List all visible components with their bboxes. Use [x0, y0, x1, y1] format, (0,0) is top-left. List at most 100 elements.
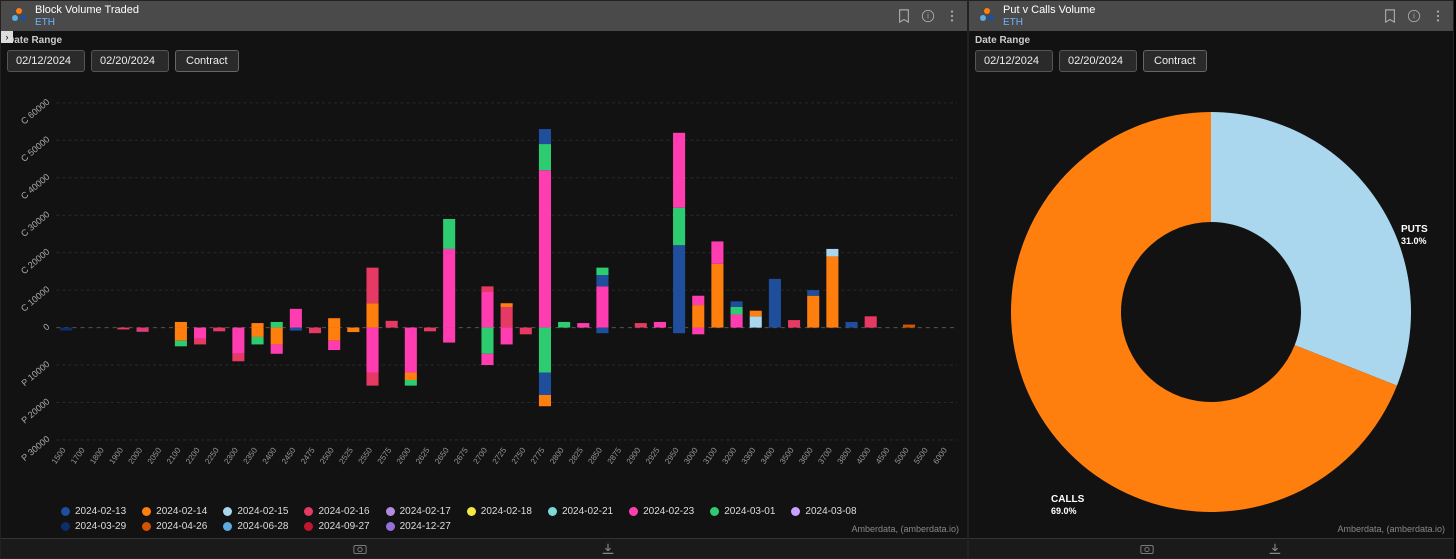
download-icon[interactable] [601, 542, 615, 556]
svg-text:2400: 2400 [261, 446, 279, 466]
legend-item[interactable]: 2024-02-13 [61, 506, 126, 517]
svg-text:2700: 2700 [471, 446, 489, 466]
contract-button[interactable]: Contract [175, 50, 239, 72]
date-from-input[interactable] [7, 50, 85, 72]
legend-item[interactable]: 2024-02-17 [386, 506, 451, 517]
block-volume-panel: Block Volume Traded ETH i Date Range Con… [0, 0, 968, 559]
svg-text:3600: 3600 [797, 446, 815, 466]
svg-text:i: i [927, 12, 929, 21]
svg-text:2675: 2675 [452, 446, 470, 466]
svg-text:2500: 2500 [318, 446, 336, 466]
panel-header: Put v Calls Volume ETH i [969, 1, 1453, 31]
controls-row: Date Range [1, 31, 967, 50]
camera-icon[interactable] [353, 542, 367, 556]
svg-text:2100: 2100 [165, 446, 183, 466]
svg-text:1800: 1800 [88, 446, 106, 466]
svg-text:5000: 5000 [893, 446, 911, 466]
put-calls-panel: Put v Calls Volume ETH i Date Range Cont… [968, 0, 1454, 559]
svg-text:C 10000: C 10000 [19, 284, 52, 314]
svg-text:PUTS: PUTS [1401, 224, 1428, 235]
legend-item[interactable]: 2024-02-18 [467, 506, 532, 517]
date-from-input[interactable] [975, 50, 1053, 72]
donut-chart-svg: PUTS31.0% CALLS69.0% [991, 97, 1431, 517]
legend-item[interactable]: 2024-03-01 [710, 506, 775, 517]
legend-item[interactable]: 2024-02-23 [629, 506, 694, 517]
svg-text:i: i [1413, 12, 1415, 21]
panel-subtitle: ETH [35, 17, 891, 28]
svg-text:2050: 2050 [146, 446, 164, 466]
svg-text:2950: 2950 [663, 446, 681, 466]
panel-title: Put v Calls Volume [1003, 4, 1377, 16]
legend-item[interactable]: 2024-04-26 [142, 521, 207, 532]
download-icon[interactable] [1268, 542, 1282, 556]
svg-text:2850: 2850 [586, 446, 604, 466]
bar-chart-area: C 60000C 50000C 40000C 30000C 20000C 100… [1, 76, 967, 502]
svg-text:C 50000: C 50000 [19, 134, 52, 164]
panel-subtitle: ETH [1003, 17, 1377, 28]
date-to-input[interactable] [1059, 50, 1137, 72]
contract-button[interactable]: Contract [1143, 50, 1207, 72]
info-icon[interactable]: i [921, 9, 935, 23]
legend-item[interactable]: 2024-03-08 [791, 506, 856, 517]
bookmark-icon[interactable] [1383, 9, 1397, 23]
svg-text:2550: 2550 [357, 446, 375, 466]
amberdata-logo-icon [977, 6, 997, 26]
more-icon[interactable] [1431, 9, 1445, 23]
legend-item[interactable]: 2024-06-28 [223, 521, 288, 532]
svg-text:6000: 6000 [931, 446, 949, 466]
svg-text:3400: 3400 [759, 446, 777, 466]
camera-icon[interactable] [1140, 542, 1154, 556]
date-range-label: Date Range [7, 35, 62, 46]
svg-text:1500: 1500 [50, 446, 68, 466]
svg-text:69.0%: 69.0% [1051, 506, 1077, 516]
expand-toggle[interactable]: › [1, 31, 13, 43]
date-to-input[interactable] [91, 50, 169, 72]
svg-text:P 20000: P 20000 [19, 396, 51, 425]
svg-text:3100: 3100 [701, 446, 719, 466]
legend-item[interactable]: 2024-02-16 [304, 506, 369, 517]
svg-text:2650: 2650 [433, 446, 451, 466]
svg-text:2750: 2750 [510, 446, 528, 466]
panel-title: Block Volume Traded [35, 4, 891, 16]
donut-chart-area: PUTS31.0% CALLS69.0% [969, 76, 1453, 538]
legend-item[interactable]: 2024-12-27 [386, 521, 451, 532]
info-icon[interactable]: i [1407, 9, 1421, 23]
svg-text:2525: 2525 [337, 446, 355, 466]
svg-text:31.0%: 31.0% [1401, 236, 1427, 246]
svg-text:2875: 2875 [606, 446, 624, 466]
svg-text:2825: 2825 [567, 446, 585, 466]
svg-text:2800: 2800 [548, 446, 566, 466]
svg-text:1900: 1900 [107, 446, 125, 466]
svg-text:2575: 2575 [376, 446, 394, 466]
svg-text:P 30000: P 30000 [19, 434, 51, 463]
legend-item[interactable]: 2024-02-21 [548, 506, 613, 517]
svg-text:C 30000: C 30000 [19, 209, 52, 239]
svg-text:3000: 3000 [682, 446, 700, 466]
controls-row: Date Range [969, 31, 1453, 50]
svg-text:3700: 3700 [816, 446, 834, 466]
legend-item[interactable]: 2024-02-14 [142, 506, 207, 517]
bar-chart-svg: C 60000C 50000C 40000C 30000C 20000C 100… [1, 76, 967, 502]
svg-text:2925: 2925 [644, 446, 662, 466]
svg-text:C 40000: C 40000 [19, 172, 52, 202]
svg-text:3800: 3800 [836, 446, 854, 466]
svg-text:1700: 1700 [69, 446, 87, 466]
svg-text:2625: 2625 [414, 446, 432, 466]
svg-text:3500: 3500 [778, 446, 796, 466]
bookmark-icon[interactable] [897, 9, 911, 23]
svg-text:3300: 3300 [740, 446, 758, 466]
more-icon[interactable] [945, 9, 959, 23]
svg-text:3200: 3200 [721, 446, 739, 466]
date-range-label: Date Range [975, 35, 1030, 46]
legend-item[interactable]: 2024-02-15 [223, 506, 288, 517]
legend-item[interactable]: 2024-03-29 [61, 521, 126, 532]
svg-text:2475: 2475 [299, 446, 317, 466]
svg-text:2300: 2300 [222, 446, 240, 466]
footer-bar [969, 538, 1453, 558]
svg-text:2000: 2000 [127, 446, 145, 466]
svg-text:C 60000: C 60000 [19, 97, 52, 127]
legend-item[interactable]: 2024-09-27 [304, 521, 369, 532]
amberdata-logo-icon [9, 6, 29, 26]
svg-text:2450: 2450 [280, 446, 298, 466]
svg-text:CALLS: CALLS [1051, 494, 1085, 505]
